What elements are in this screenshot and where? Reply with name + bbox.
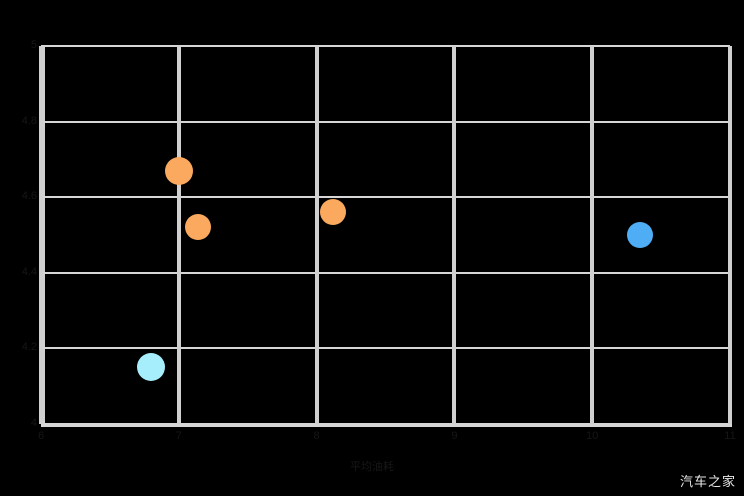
watermark-logo: 汽车之家 — [679, 475, 736, 490]
gridline-horizontal — [41, 271, 730, 274]
gridline-horizontal — [41, 347, 730, 350]
y-axis-tick-label: 5 — [30, 39, 37, 51]
y-axis-tick-labels: 4 4.2 4.4 4.6 4.8 5 — [0, 0, 37, 496]
gridline-horizontal — [41, 423, 730, 425]
data-point[interactable] — [320, 199, 347, 226]
gridline-vertical — [590, 46, 595, 424]
x-axis-tick-label: 10 — [586, 430, 599, 442]
gridline-vertical — [39, 46, 43, 424]
x-axis-title: 平均油耗 — [350, 461, 394, 473]
data-point[interactable] — [627, 222, 654, 248]
y-axis-tick-label: 4.4 — [21, 265, 37, 278]
x-axis-tick-label: 9 — [451, 430, 458, 442]
gridline-horizontal — [41, 45, 730, 47]
x-axis-tick-label: 11 — [724, 430, 736, 442]
x-axis-line — [41, 424, 732, 427]
y-axis-tick-label: 4 — [30, 417, 37, 429]
gridline-vertical — [176, 46, 181, 424]
gridline-vertical — [314, 46, 319, 424]
gridline-vertical — [452, 46, 457, 424]
x-axis-tick-label: 7 — [175, 430, 182, 442]
data-point[interactable] — [185, 214, 212, 241]
gridline-horizontal — [41, 196, 730, 199]
y-axis-tick-label: 4.6 — [21, 190, 37, 203]
y-axis-tick-label: 4.2 — [21, 341, 37, 354]
data-point[interactable] — [164, 156, 193, 185]
x-axis-tick-label: 8 — [313, 430, 320, 442]
plot-area — [39, 45, 732, 425]
x-axis-tick-label: 6 — [37, 430, 45, 442]
y-axis-tick-label: 4.8 — [21, 114, 37, 127]
data-point[interactable] — [137, 353, 166, 382]
gridline-horizontal — [41, 120, 730, 123]
gridline-vertical — [728, 46, 732, 424]
y-axis-line — [41, 46, 45, 427]
